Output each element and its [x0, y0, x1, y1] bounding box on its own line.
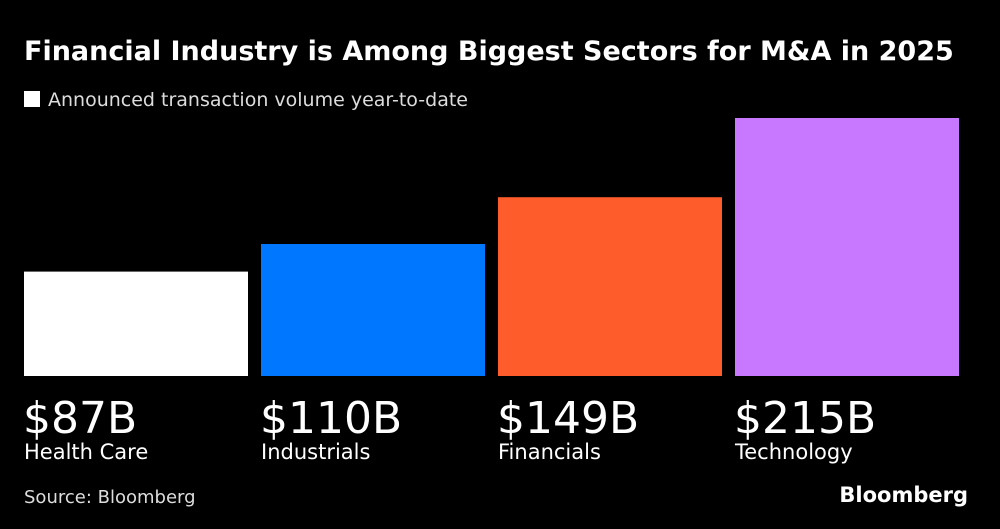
value-label: $110B — [260, 393, 402, 444]
legend-swatch — [24, 91, 40, 107]
value-label: $149B — [497, 393, 639, 444]
bar — [24, 271, 248, 376]
category-label: Technology — [734, 440, 853, 464]
bar — [498, 197, 722, 376]
category-label: Industrials — [261, 440, 370, 464]
brand-logo: Bloomberg — [839, 483, 968, 507]
bar — [261, 244, 485, 376]
value-label: $215B — [734, 393, 876, 444]
value-label: $87B — [23, 393, 137, 444]
bar — [735, 118, 959, 376]
chart-title: Financial Industry is Among Biggest Sect… — [24, 36, 954, 67]
category-label: Financials — [498, 440, 601, 464]
legend-label: Announced transaction volume year-to-dat… — [48, 89, 468, 111]
category-label: Health Care — [24, 440, 148, 464]
source: Source: Bloomberg — [24, 487, 196, 508]
